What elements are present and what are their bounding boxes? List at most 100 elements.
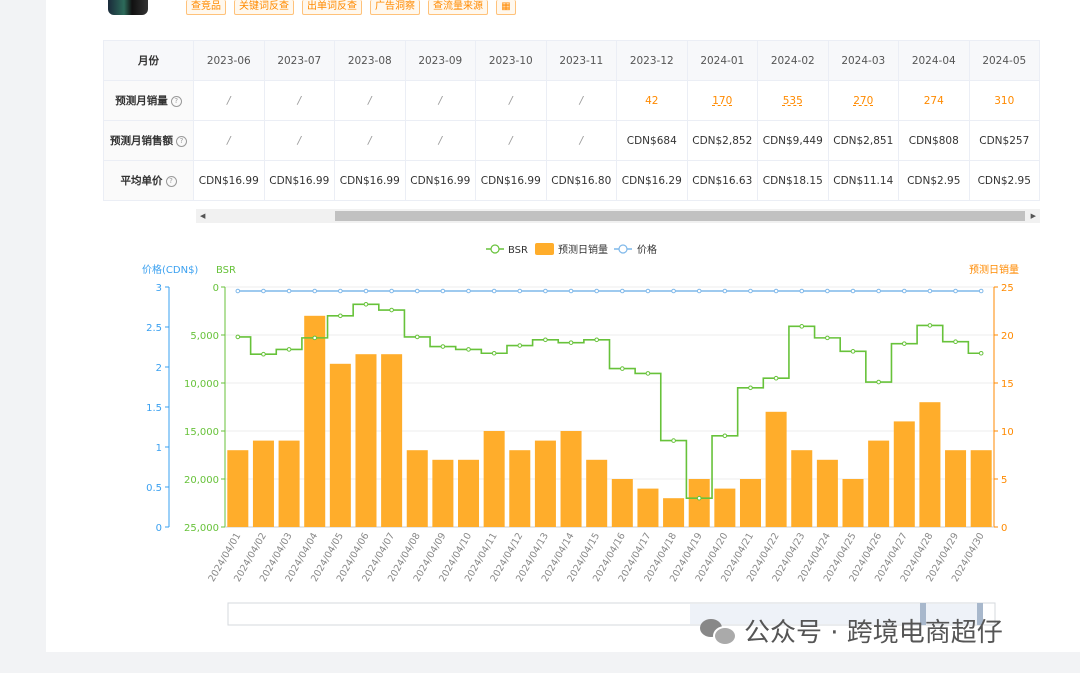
price-point <box>927 288 933 294</box>
sales-axis-tick-label: 0 <box>1001 523 1007 534</box>
sales-bar <box>252 440 274 527</box>
sales-bar <box>868 440 890 527</box>
table-cell: CDN$2.95 <box>898 160 970 201</box>
sales-bar <box>278 440 300 527</box>
price-axis-tick-label: 2 <box>156 363 162 374</box>
sales-axis-tick-label: 15 <box>1001 379 1014 390</box>
table-cell: CDN$16.80 <box>545 160 617 201</box>
bsr-point <box>722 433 728 439</box>
price-point <box>620 288 625 294</box>
month-header-cell: 2024-01 <box>686 40 758 81</box>
table-cell: 42 <box>616 80 688 121</box>
bsr-point <box>799 324 805 329</box>
bsr-point <box>466 347 471 352</box>
table-cell: CDN$2,851 <box>827 120 899 161</box>
scroll-right-arrow-icon[interactable]: ▶ <box>1030 212 1036 220</box>
bsr-point <box>440 344 446 349</box>
bsr-point <box>517 343 523 348</box>
tag-traffic-source[interactable]: 查流量来源 <box>428 0 488 15</box>
price-point <box>312 288 318 294</box>
month-header-label: 月份 <box>103 40 194 81</box>
legend-bsr-marker <box>490 244 500 254</box>
month-header-cell: 2023-10 <box>475 40 547 81</box>
sales-bar <box>765 411 787 527</box>
bsr-axis-tick-label: 20,000 <box>184 475 219 486</box>
table-horizontal-scrollbar[interactable]: ◀ ▶ <box>196 209 1040 223</box>
bsr-point <box>927 323 933 328</box>
help-icon[interactable]: ? <box>170 95 182 107</box>
price-point <box>286 288 292 294</box>
watermark-text: 公众号 · 跨境电商超仔 <box>744 618 1003 648</box>
table-cell: CDN$11.14 <box>827 160 899 201</box>
price-point <box>825 288 830 294</box>
bsr-point <box>825 335 830 341</box>
zoom-slider-handle <box>920 603 926 625</box>
sales-bar <box>893 421 915 527</box>
bsr-point <box>594 337 599 343</box>
calculator-icon[interactable]: ▦ <box>496 0 516 15</box>
price-point <box>517 288 523 294</box>
table-row-avg-price: 平均单价? CDN$16.99 CDN$16.99 CDN$16.99 CDN$… <box>103 160 1040 201</box>
table-header-row: 月份 2023-06 2023-07 2023-08 2023-09 2023-… <box>103 40 1040 81</box>
sales-bar <box>458 459 480 527</box>
bsr-point <box>389 307 394 313</box>
table-cell: CDN$16.29 <box>616 160 688 201</box>
tag-ad-insight[interactable]: 广告洞察 <box>370 0 420 15</box>
help-icon[interactable]: ? <box>176 135 187 147</box>
bsr-axis-tick-label: 25,000 <box>184 523 219 534</box>
month-header-cell: 2024-04 <box>898 40 970 81</box>
month-header-cell: 2023-08 <box>334 40 406 81</box>
tag-competitors[interactable]: 查竞品 <box>186 0 226 15</box>
help-icon[interactable]: ? <box>165 175 177 187</box>
price-point <box>799 288 805 294</box>
price-point <box>594 288 599 294</box>
bsr-series-line <box>237 303 982 499</box>
bsr-point <box>312 335 318 341</box>
table-cell: CDN$257 <box>968 120 1040 161</box>
legend-sales-label: 预测日销量 <box>558 243 608 256</box>
product-logo <box>108 0 148 15</box>
bsr-point <box>978 350 984 356</box>
table-cell-link[interactable]: 170 <box>686 80 758 121</box>
scrollbar-thumb[interactable] <box>335 211 1025 221</box>
sales-bar <box>791 450 813 527</box>
tool-tag-bar: 查竞品 关键词反查 出单词反查 广告洞察 查流量来源 ▦ <box>186 0 516 15</box>
row-label-text: 平均单价 <box>120 175 163 187</box>
table-cell: 274 <box>898 80 970 121</box>
bsr-point <box>696 495 702 501</box>
legend-price-marker <box>618 244 628 254</box>
price-point <box>953 288 958 294</box>
price-point <box>543 288 548 294</box>
price-point <box>440 288 446 294</box>
price-point <box>363 288 369 294</box>
zoom-slider-handle <box>977 603 983 625</box>
sales-bar <box>534 440 556 527</box>
table-cell: CDN$16.99 <box>475 160 547 201</box>
month-header-cell: 2023-07 <box>263 40 335 81</box>
row-label-text: 预测月销量 <box>115 95 168 107</box>
price-point <box>466 288 471 294</box>
bsr-point <box>491 350 497 356</box>
tag-keyword-reverse[interactable]: 关键词反查 <box>234 0 294 15</box>
scroll-left-arrow-icon[interactable]: ◀ <box>200 212 206 220</box>
bsr-point <box>953 339 958 345</box>
bsr-point <box>645 371 651 376</box>
monthly-sales-table: 月份 2023-06 2023-07 2023-08 2023-09 2023-… <box>103 40 1040 201</box>
bsr-point <box>748 385 753 391</box>
tag-order-keyword-reverse[interactable]: 出单词反查 <box>302 0 362 15</box>
row-label-text: 预测月销售额 <box>110 135 173 147</box>
table-cell: / <box>334 120 406 161</box>
bsr-point <box>338 313 343 319</box>
sales-bar <box>611 479 633 527</box>
table-cell: / <box>545 120 617 161</box>
bsr-point <box>850 349 856 354</box>
price-point <box>876 288 881 294</box>
price-point <box>671 288 676 294</box>
table-cell: CDN$18.15 <box>757 160 829 201</box>
sales-bar <box>509 450 531 527</box>
price-axis-title: 价格(CDN$) <box>142 263 198 276</box>
sales-bar <box>739 479 761 527</box>
bsr-point <box>568 340 574 345</box>
sales-bar <box>816 459 838 527</box>
